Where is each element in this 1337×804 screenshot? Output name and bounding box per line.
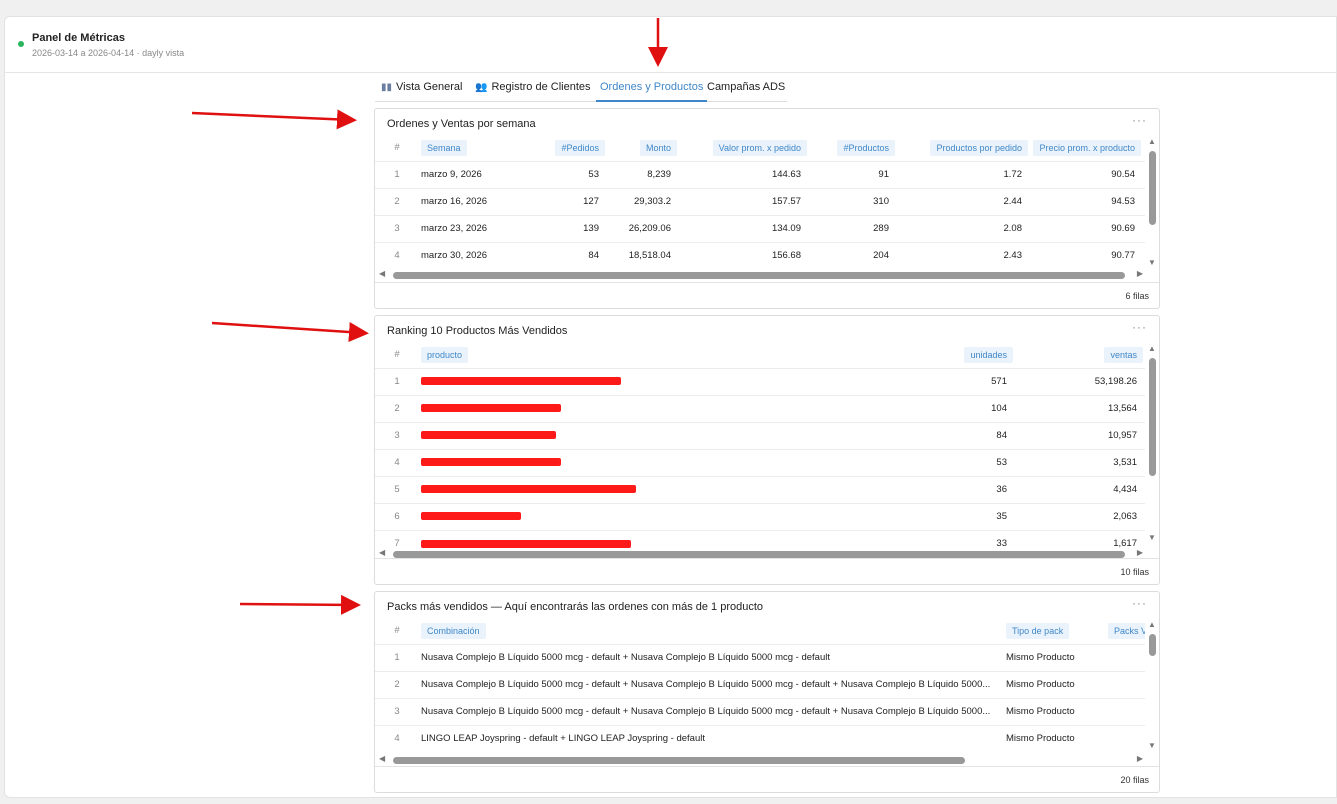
scroll-down-icon[interactable]: ▼ [1148,741,1156,750]
tab-vista-general[interactable]: ▮▮ Vista General [381,81,463,93]
scroll-left-icon[interactable]: ◀ [379,269,386,278]
redacted-product-name [421,539,631,548]
row-count: 10 filas [1120,567,1149,577]
column-header-index: # [394,625,400,637]
top-packs-table: # Combinación Tipo de pack Packs V 1 Nus… [375,618,1145,752]
bar-chart-icon: ▮▮ [381,82,393,93]
row-count-footer: 6 filas [375,282,1159,308]
tab-bar: ▮▮ Vista General 👥 Registro de Clientes Or… [375,73,787,102]
card-title: Ordenes y Ventas por semana [387,118,536,130]
scroll-thumb[interactable] [1149,358,1156,476]
vertical-scrollbar[interactable]: ▲ ▼ [1147,344,1157,542]
orders-weekly-card: Ordenes y Ventas por semana ··· # Semana… [374,108,1160,309]
scroll-thumb[interactable] [393,272,1125,279]
row-count-footer: 10 filas [375,558,1159,584]
column-header-ventas[interactable]: ventas [1017,342,1145,368]
table-row[interactable]: 3 Nusava Complejo B Líquido 5000 mcg - d… [375,697,1145,725]
column-header-valor-prom[interactable]: Valor prom. x pedido [681,135,811,161]
redacted-product-name [421,431,556,440]
table-header-row: # producto unidades ventas [375,342,1145,368]
scroll-thumb[interactable] [393,757,965,764]
redacted-product-name [421,458,561,467]
column-header-index: # [394,349,400,361]
scroll-right-icon[interactable]: ▶ [1136,754,1143,763]
vertical-scrollbar[interactable]: ▲ ▼ [1147,620,1157,750]
table-row[interactable]: 2 104 13,564 [375,394,1145,422]
top-products-card: Ranking 10 Productos Más Vendidos ··· # … [374,315,1160,585]
card-title: Ranking 10 Productos Más Vendidos [387,325,568,337]
tab-ordenes-productos[interactable]: Ordenes y Productos [596,73,708,102]
more-options-icon[interactable]: ··· [1132,596,1147,610]
more-options-icon[interactable]: ··· [1132,113,1147,127]
redacted-product-name [421,377,621,386]
column-header-index: # [394,142,400,154]
scroll-down-icon[interactable]: ▼ [1148,533,1156,542]
table-row[interactable]: 7 33 1,617 [375,529,1145,552]
scroll-up-icon[interactable]: ▲ [1148,137,1156,146]
column-header-producto[interactable]: producto [419,342,859,368]
table-row[interactable]: 6 35 2,063 [375,502,1145,530]
scroll-thumb[interactable] [1149,151,1156,225]
row-count-footer: 20 filas [375,766,1159,792]
vertical-scrollbar[interactable]: ▲ ▼ [1147,137,1157,267]
scroll-up-icon[interactable]: ▲ [1148,620,1156,629]
column-header-monto[interactable]: Monto [609,135,681,161]
date-range-subtitle: 2026-03-14 a 2026-04-14 · dayly vista [32,48,185,58]
table-header-row: # Combinación Tipo de pack Packs V [375,618,1145,644]
scroll-left-icon[interactable]: ◀ [379,754,386,763]
tab-registro-clientes[interactable]: 👥 Registro de Clientes [475,81,591,93]
row-count: 6 filas [1125,291,1149,301]
column-header-combinacion[interactable]: Combinación [419,618,1004,644]
orders-weekly-table: # Semana #Pedidos Monto Valor prom. x pe… [375,135,1145,269]
scroll-down-icon[interactable]: ▼ [1148,258,1156,267]
table-row[interactable]: 3 marzo 23, 2026 139 26,209.06 134.09 28… [375,214,1145,242]
scroll-thumb[interactable] [393,551,1125,558]
horizontal-scrollbar[interactable]: ◀ ▶ [377,269,1157,281]
row-count: 20 filas [1120,775,1149,785]
table-row[interactable]: 1 marzo 9, 2026 53 8,239 144.63 91 1.72 … [375,160,1145,188]
column-header-packs-vendidos[interactable]: Packs V [1106,618,1145,644]
table-row[interactable]: 4 LINGO LEAP Joyspring - default + LINGO… [375,724,1145,752]
scroll-left-icon[interactable]: ◀ [379,548,386,557]
table-row[interactable]: 5 36 4,434 [375,475,1145,503]
table-row[interactable]: 1 Nusava Complejo B Líquido 5000 mcg - d… [375,643,1145,671]
scroll-right-icon[interactable]: ▶ [1136,548,1143,557]
redacted-product-name [421,404,561,413]
column-header-precio-prom[interactable]: Precio prom. x producto [1032,135,1145,161]
app-window: Panel de Métricas 2026-03-14 a 2026-04-1… [4,16,1337,798]
table-row[interactable]: 1 571 53,198.26 [375,367,1145,395]
scroll-thumb[interactable] [1149,634,1156,656]
redacted-product-name [421,485,636,494]
scroll-up-icon[interactable]: ▲ [1148,344,1156,353]
table-row[interactable]: 4 marzo 30, 2026 84 18,518.04 156.68 204… [375,241,1145,269]
table-row[interactable]: 3 84 10,957 [375,421,1145,449]
users-icon: 👥 [475,82,488,93]
column-header-tipo-pack[interactable]: Tipo de pack [1004,618,1106,644]
column-header-unidades[interactable]: unidades [859,342,1017,368]
card-title: Packs más vendidos — Aquí encontrarás la… [387,601,764,613]
top-products-table: # producto unidades ventas 1 571 53,198.… [375,342,1145,552]
app-header: Panel de Métricas 2026-03-14 a 2026-04-1… [5,17,1336,73]
horizontal-scrollbar[interactable]: ◀ ▶ [377,548,1157,560]
app-title: Panel de Métricas [32,32,125,44]
more-options-icon[interactable]: ··· [1132,320,1147,334]
table-row[interactable]: 2 marzo 16, 2026 127 29,303.2 157.57 310… [375,187,1145,215]
table-header-row: # Semana #Pedidos Monto Valor prom. x pe… [375,135,1145,161]
horizontal-scrollbar[interactable]: ◀ ▶ [377,754,1157,766]
top-packs-card: Packs más vendidos — Aquí encontrarás la… [374,591,1160,793]
column-header-productos-por-pedido[interactable]: Productos por pedido [899,135,1032,161]
redacted-product-name [421,512,521,521]
column-header-pedidos[interactable]: #Pedidos [519,135,609,161]
table-row[interactable]: 4 53 3,531 [375,448,1145,476]
column-header-semana[interactable]: Semana [419,135,519,161]
tab-campanas-ads[interactable]: Campañas ADS [707,81,786,93]
table-row[interactable]: 2 Nusava Complejo B Líquido 5000 mcg - d… [375,670,1145,698]
column-header-productos[interactable]: #Productos [811,135,899,161]
status-dot [18,41,24,47]
scroll-right-icon[interactable]: ▶ [1136,269,1143,278]
